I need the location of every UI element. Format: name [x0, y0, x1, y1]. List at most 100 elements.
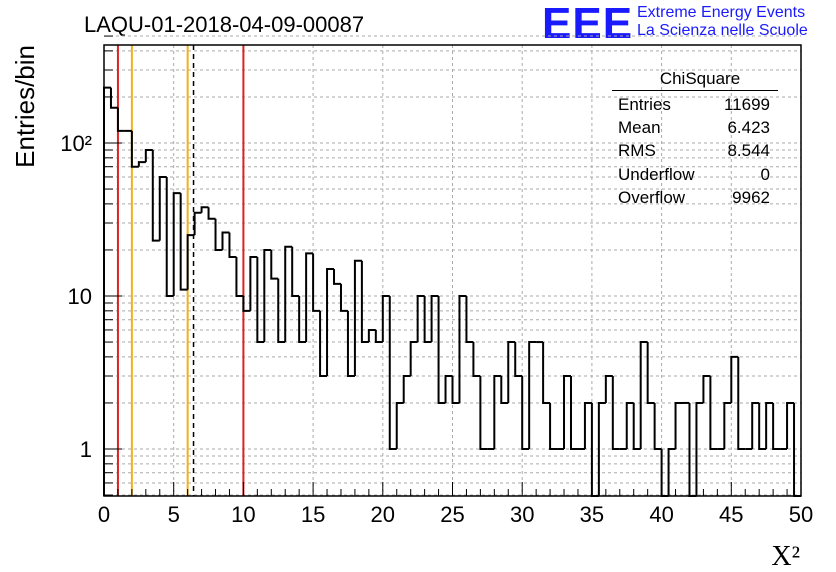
histogram-bar [395, 401, 404, 449]
histogram-bar [381, 295, 390, 343]
histogram-bar [674, 401, 683, 449]
histogram-bar [144, 149, 153, 163]
histogram-bar [179, 193, 188, 291]
histogram-bar [367, 328, 376, 343]
x-tick-label: 50 [789, 502, 813, 527]
histogram-bar [256, 256, 265, 344]
stats-row-mean: Mean 6.423 [612, 116, 778, 139]
histogram-bar [291, 246, 300, 297]
histogram-bar [360, 260, 369, 344]
stats-value: 8.544 [727, 141, 770, 161]
stats-label: Underflow [618, 164, 695, 184]
histogram-bar [493, 375, 502, 449]
histogram-bar [214, 218, 223, 251]
histogram-bar [625, 401, 634, 449]
stats-value: 9962 [732, 187, 770, 207]
histogram-bar [611, 376, 620, 450]
histogram-bar [374, 329, 383, 344]
stats-label: Mean [618, 118, 661, 138]
histogram-bar [702, 375, 711, 403]
histogram-bar [416, 295, 425, 343]
stats-value: 6.423 [727, 118, 770, 138]
x-tick-label: 35 [580, 502, 604, 527]
histogram-bar [109, 87, 118, 109]
histogram-bar [326, 268, 335, 376]
histogram-bar [563, 375, 571, 449]
histogram-bar [758, 402, 767, 450]
histogram-bar [444, 375, 453, 403]
histogram-bar [507, 341, 516, 403]
histogram-bar [765, 401, 774, 449]
histogram-bar [346, 310, 355, 377]
x-tick-label: 25 [440, 502, 464, 527]
histogram-bar [646, 342, 655, 404]
y-tick-label: 10 [68, 284, 92, 309]
histogram-bar [235, 256, 244, 297]
histogram-bar [751, 401, 760, 449]
histogram-bar [723, 401, 732, 449]
chart-title: LAQU-01-2018-04-09-00087 [84, 12, 365, 37]
histogram-bar [639, 341, 648, 449]
x-axis-label: X² [771, 541, 800, 572]
histogram-bar [521, 376, 530, 450]
histogram-bar [130, 130, 139, 168]
histogram-bar [479, 376, 488, 450]
stats-row-entries: Entries 11699 [612, 93, 778, 116]
stats-label: RMS [618, 141, 656, 161]
stats-row-underflow: Underflow 0 [612, 163, 778, 186]
eee-logo: EEE [542, 0, 634, 48]
histogram-bar [165, 176, 174, 297]
histogram-bar [514, 342, 523, 377]
histogram-bar [569, 376, 578, 450]
histogram-bar [772, 402, 781, 450]
histogram-bar [465, 296, 474, 344]
histogram-bar [312, 253, 321, 312]
y-tick-label: 1 [80, 437, 92, 462]
histogram-bar [500, 376, 509, 404]
histogram-bar [730, 355, 739, 403]
histogram-bar [653, 402, 662, 450]
stats-label: Overflow [618, 187, 686, 207]
histogram-bar [186, 234, 195, 290]
stats-label: Entries [618, 95, 671, 114]
x-tick-label: 0 [98, 502, 110, 527]
histogram-bar [402, 375, 411, 403]
stats-title: ChiSquare [612, 68, 778, 91]
histogram-bar [549, 402, 558, 450]
stats-value: 11699 [723, 95, 770, 114]
histogram-bar [583, 401, 592, 449]
histogram-bar [430, 295, 439, 343]
histogram-bar [228, 232, 237, 258]
histogram-bar [737, 356, 746, 450]
x-tick-label: 15 [301, 502, 325, 527]
x-tick-label: 5 [168, 502, 180, 527]
histogram-bar [709, 376, 718, 450]
histogram-bar [528, 341, 537, 449]
histogram-bar [158, 175, 167, 241]
histogram-bar [458, 295, 467, 403]
histogram-bar [207, 207, 216, 220]
y-tick-label: 10² [60, 131, 92, 156]
x-tick-label: 30 [510, 502, 534, 527]
histogram-bar [542, 342, 551, 404]
histogram-bar [632, 402, 641, 450]
histogram-bar [221, 231, 230, 250]
x-tick-label: 40 [649, 502, 673, 527]
histogram-bar [472, 342, 481, 377]
histogram-bar [437, 296, 446, 404]
eee-logo-line1: Extreme Energy Events [637, 4, 806, 21]
histogram-bar [333, 269, 341, 285]
y-axis-label: Entries/bin [10, 45, 40, 168]
histogram-bar [604, 375, 613, 403]
histogram-bar [270, 249, 279, 280]
histogram-bar [103, 86, 111, 496]
histogram-bar [451, 376, 460, 404]
stats-value: 0 [760, 164, 770, 184]
histogram-bar [667, 448, 676, 496]
histogram-bar [277, 278, 286, 344]
histogram-bar [298, 296, 307, 344]
histogram-bar [193, 211, 202, 236]
histogram-bar [597, 401, 606, 496]
x-tick-label: 10 [231, 502, 255, 527]
